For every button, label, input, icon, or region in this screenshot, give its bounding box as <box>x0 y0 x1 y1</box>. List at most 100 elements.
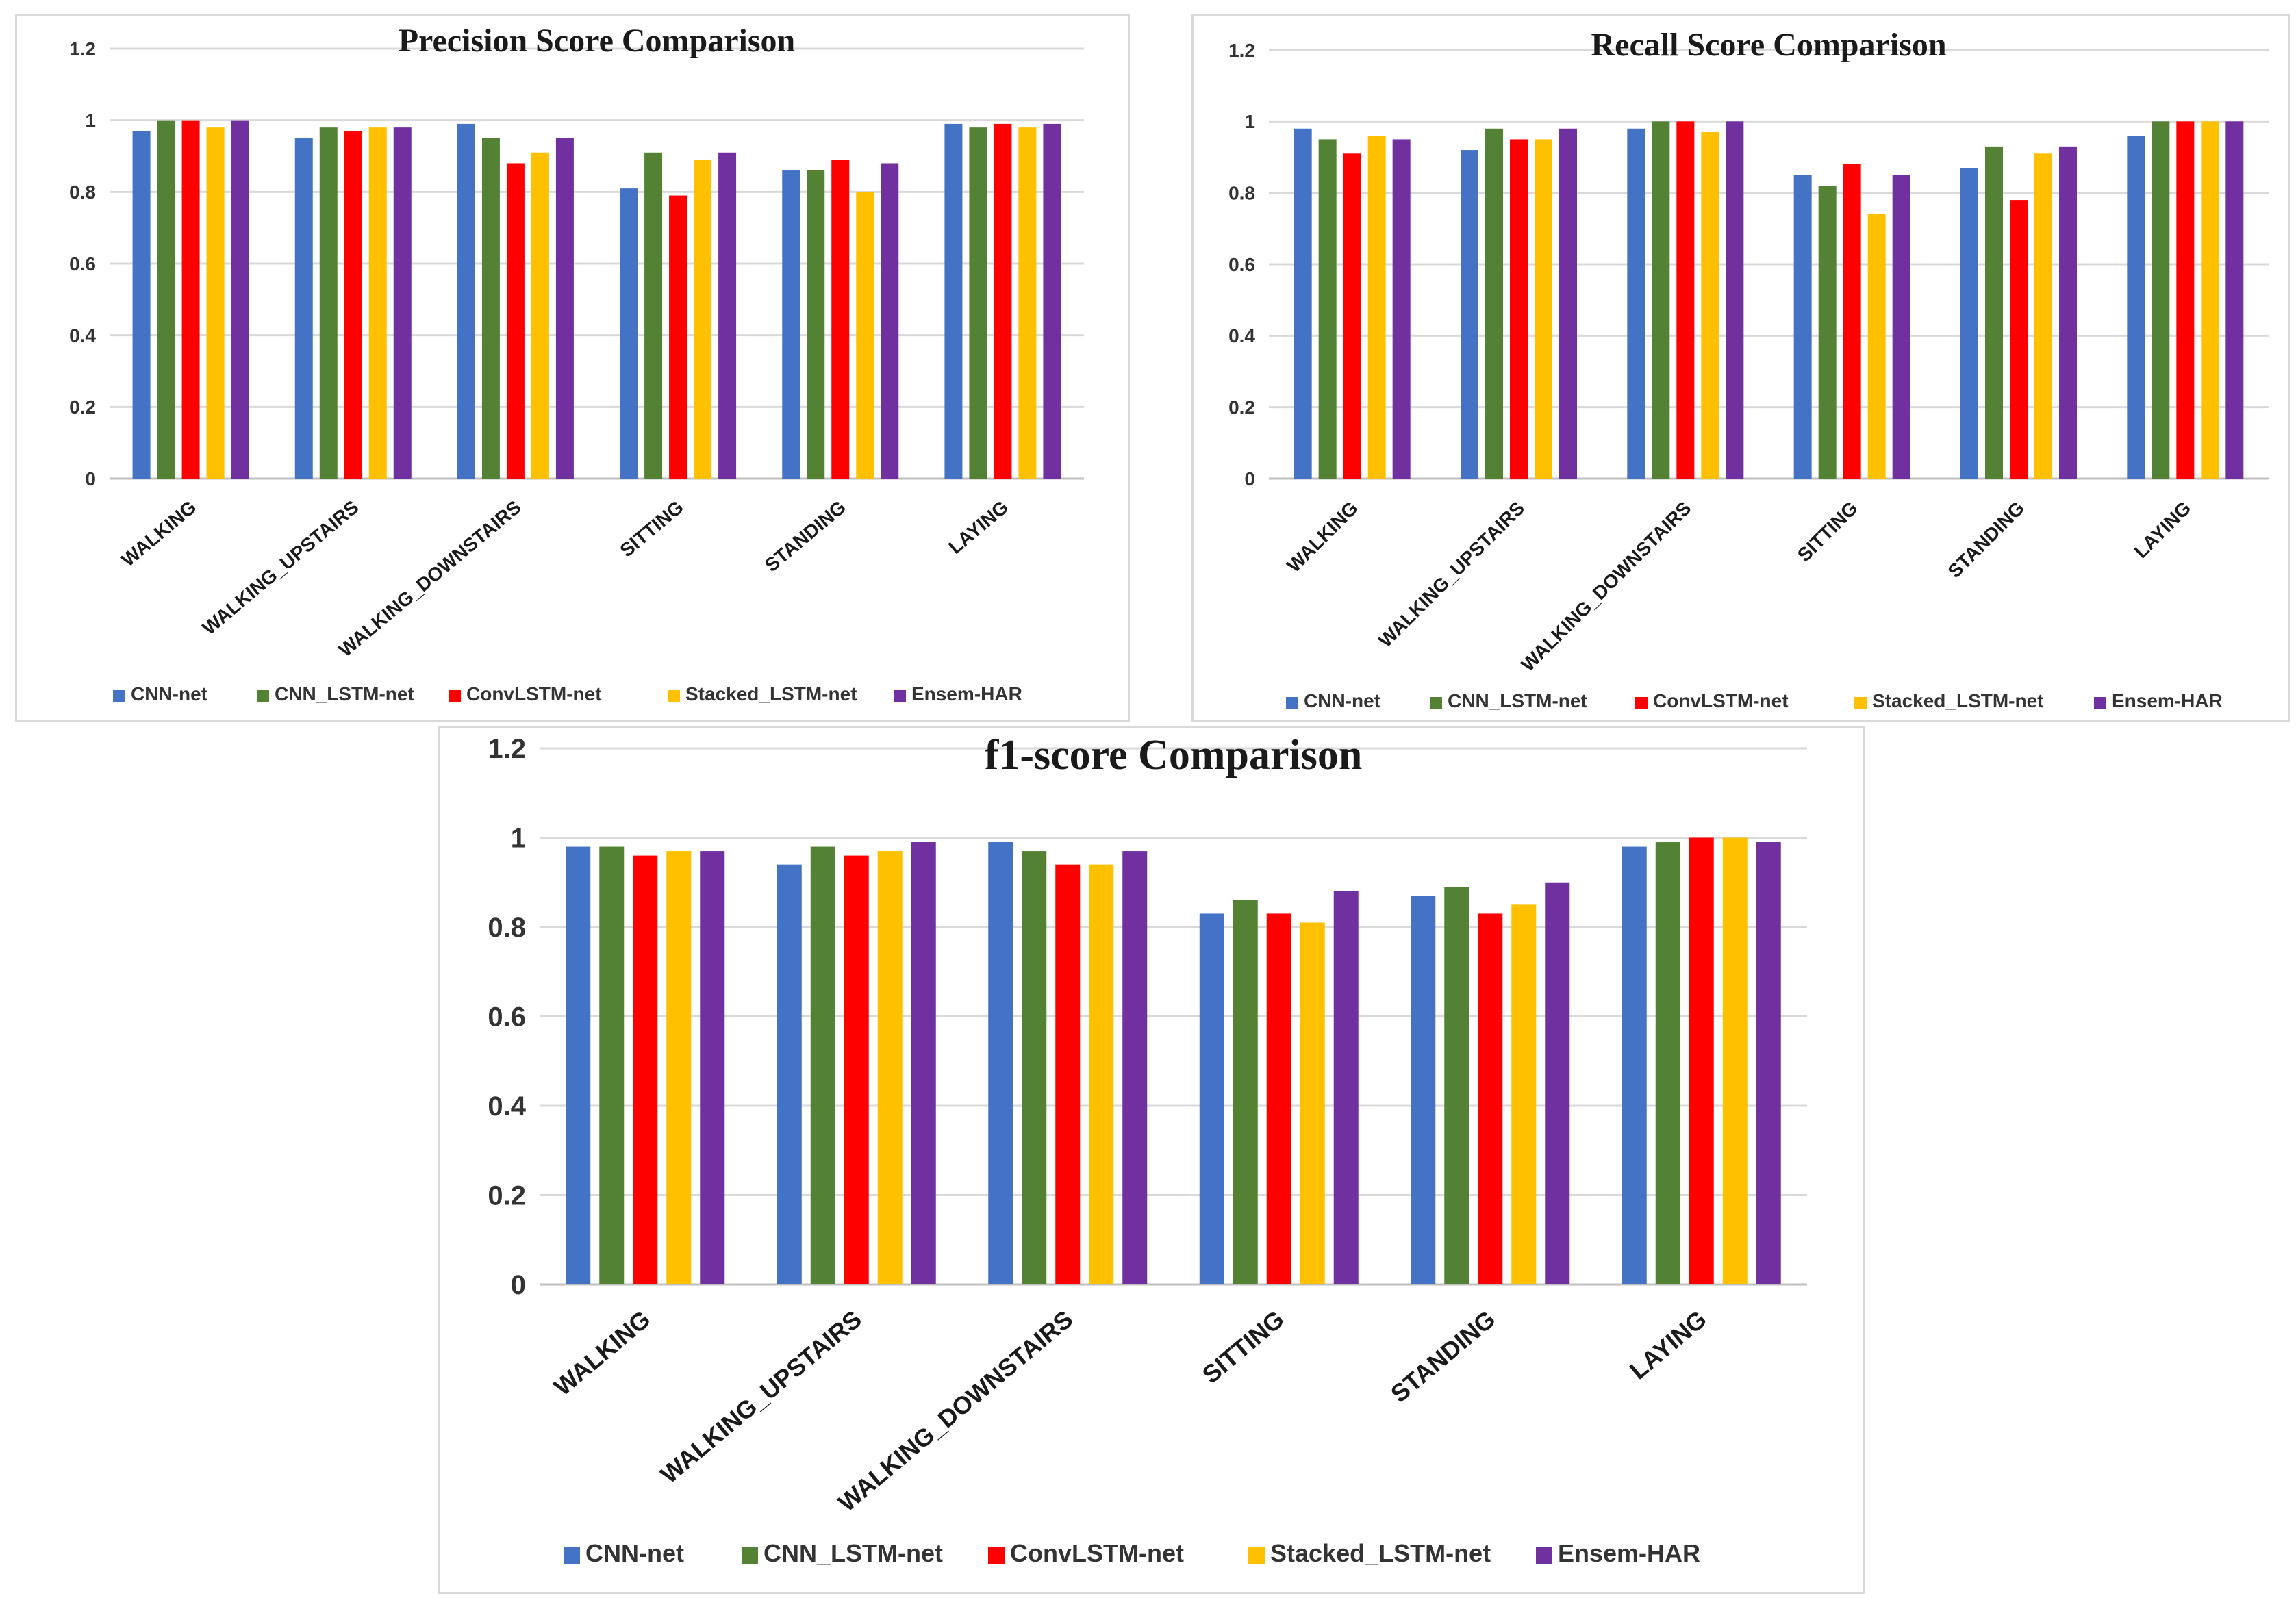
recall-y-tick-label: 0.2 <box>1228 396 1255 418</box>
f1-bar <box>1122 851 1148 1284</box>
recall-category-label: WALKING_DOWNSTAIRS <box>1517 497 1695 675</box>
precision-category-label: WALKING_UPSTAIRS <box>199 496 363 639</box>
f1-bar <box>988 842 1013 1284</box>
f1-bar <box>1689 837 1714 1284</box>
precision-category-label: STANDING <box>761 496 850 576</box>
recall-y-tick-label: 0 <box>1244 468 1255 490</box>
f1-bar <box>599 846 625 1284</box>
precision-bar <box>694 160 712 479</box>
precision-bar <box>831 160 850 479</box>
recall-chart: 0 0.2 0.4 0.6 0.8 1 1.2 Recall Score Comparison… <box>1228 27 2269 711</box>
f1-bar <box>1444 887 1469 1284</box>
recall-legend-swatch <box>2094 697 2106 709</box>
recall-bar <box>1559 128 1577 479</box>
f1-bar <box>633 855 658 1284</box>
f1-chart: 0 0.2 0.4 0.6 0.8 1 1.2 f1-score Comparison WALK… <box>488 732 1807 1567</box>
recall-legend-label: Stacked_LSTM-net <box>1872 690 2044 711</box>
f1-bar <box>777 864 802 1284</box>
precision-y-tick-label: 0 <box>85 468 96 490</box>
recall-bar <box>1867 214 1886 479</box>
precision-bar <box>944 123 963 479</box>
f1-bar <box>1655 842 1680 1284</box>
f1-bar <box>1055 864 1081 1284</box>
precision-bar <box>231 120 249 479</box>
precision-legend-label: CNN-net <box>131 683 207 705</box>
recall-bar <box>2059 146 2077 479</box>
recall-bar <box>2225 121 2244 479</box>
recall-category-label: WALKING <box>1283 497 1361 576</box>
precision-bar <box>531 152 549 479</box>
recall-bar <box>1367 136 1386 479</box>
precision-bar <box>506 163 525 479</box>
recall-y-tick-label: 1 <box>1244 111 1255 132</box>
f1-bar <box>1545 882 1570 1284</box>
f1-category-label: WALKING_UPSTAIRS <box>655 1305 867 1489</box>
precision-bar <box>669 195 687 479</box>
precision-category-label: WALKING_DOWNSTAIRS <box>335 496 525 661</box>
precision-legend-label: CNN_LSTM-net <box>275 683 414 705</box>
precision-bar <box>994 123 1012 479</box>
recall-bar <box>1627 128 1645 479</box>
recall-legend-swatch <box>1854 697 1867 709</box>
f1-chart-panel: 0 0.2 0.4 0.6 0.8 1 1.2 f1-score Comparison WALK… <box>438 726 1865 1594</box>
f1-legend-label: Ensem-HAR <box>1558 1539 1700 1567</box>
recall-bar <box>1318 139 1337 479</box>
f1-y-tick-label: 1 <box>511 824 526 854</box>
recall-bar <box>2010 200 2028 479</box>
precision-bar <box>1043 123 1061 479</box>
f1-legend-swatch <box>742 1547 758 1564</box>
precision-bar <box>344 131 362 479</box>
recall-bar <box>1535 139 1552 479</box>
recall-bar <box>2201 121 2219 479</box>
precision-bar <box>206 127 225 479</box>
recall-category-label: STANDING <box>1943 497 2028 582</box>
f1-bar <box>1756 842 1781 1284</box>
f1-bar <box>810 846 835 1284</box>
precision-legend-swatch <box>113 690 125 702</box>
precision-bar <box>969 127 987 479</box>
recall-bar <box>1485 128 1503 479</box>
f1-legend-swatch <box>988 1547 1005 1564</box>
precision-bar <box>620 188 638 479</box>
f1-bar <box>844 855 869 1284</box>
f1-legend-swatch <box>1248 1547 1265 1564</box>
f1-bar <box>1089 864 1114 1284</box>
f1-bar <box>1478 913 1503 1284</box>
f1-category-label: WALKING_DOWNSTAIRS <box>833 1305 1078 1517</box>
precision-bar <box>132 131 151 479</box>
f1-legend-label: CNN-net <box>585 1539 684 1567</box>
recall-bar <box>1892 175 1910 479</box>
f1-y-tick-label: 0 <box>511 1270 526 1300</box>
f1-chart-title: f1-score Comparison <box>985 732 1363 778</box>
recall-bar <box>1843 164 1861 479</box>
precision-legend-label: ConvLSTM-net <box>466 683 602 705</box>
f1-bar <box>1411 896 1436 1284</box>
recall-bar <box>1510 139 1528 479</box>
recall-chart-panel: 0 0.2 0.4 0.6 0.8 1 1.2 Recall Score Comparison… <box>1191 14 2290 722</box>
f1-y-tick-label: 0.8 <box>488 913 526 943</box>
recall-legend-swatch <box>1430 697 1442 709</box>
f1-bar <box>1511 904 1537 1284</box>
recall-bar <box>1676 121 1695 479</box>
recall-legend-label: Ensem-HAR <box>2112 690 2223 711</box>
recall-category-label: SITTING <box>1793 497 1862 566</box>
recall-bar <box>1461 150 1478 479</box>
precision-y-tick-label: 1 <box>85 110 96 131</box>
precision-category-label: LAYING <box>944 496 1012 558</box>
recall-bar <box>1392 139 1411 479</box>
recall-y-tick-label: 0.6 <box>1228 254 1255 275</box>
precision-bar <box>181 120 200 479</box>
f1-y-tick-label: 0.4 <box>488 1091 526 1121</box>
precision-y-tick-label: 1.2 <box>69 38 96 60</box>
recall-legend-label: CNN-net <box>1304 690 1380 711</box>
f1-category-label: LAYING <box>1624 1305 1712 1385</box>
recall-chart-title: Recall Score Comparison <box>1591 27 1946 63</box>
recall-bar <box>1793 175 1812 479</box>
precision-bar <box>782 170 800 479</box>
precision-bar <box>481 138 500 479</box>
precision-legend-swatch <box>449 690 461 702</box>
f1-bar <box>1622 846 1647 1284</box>
f1-legend-swatch <box>1536 1547 1552 1564</box>
f1-bar <box>1266 913 1291 1284</box>
precision-chart: 0 0.2 0.4 0.6 0.8 1 1.2 Precision Score Compari… <box>69 23 1084 705</box>
